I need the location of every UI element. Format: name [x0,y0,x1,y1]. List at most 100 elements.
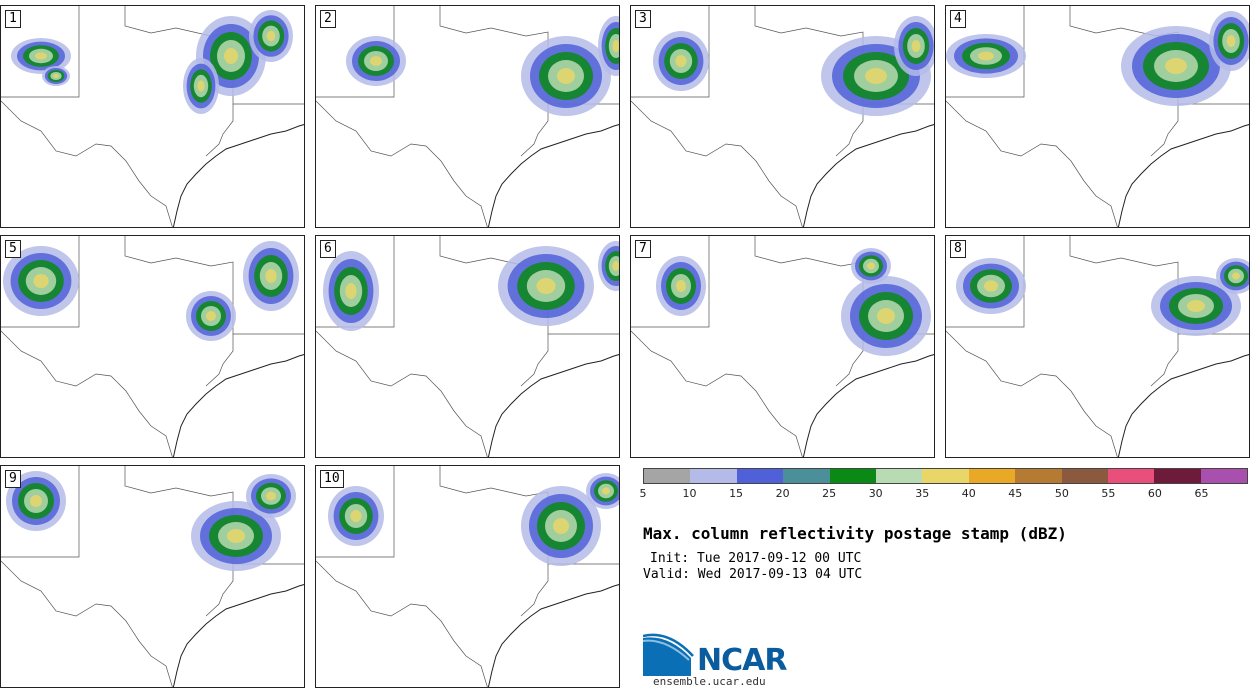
colorbar-tick-label: 15 [729,487,744,500]
state-border [205,564,234,617]
state-border [754,6,864,94]
reflectivity-echo [345,283,357,299]
reflectivity-echo [350,510,362,522]
panel-member-label: 6 [320,240,336,258]
coastline [172,584,304,687]
state-border [316,560,488,687]
stamp-panel-10: 10 [315,465,620,688]
colorbar-segment [1107,469,1155,483]
reflectivity-echo [612,261,619,271]
reflectivity-echo [675,55,687,67]
panel-map [1,236,304,457]
reflectivity-echo [206,311,216,321]
state-border [631,100,803,227]
stamp-panel-7: 7 [630,235,935,458]
panel-map [316,236,619,457]
reflectivity-echo [33,274,49,288]
colorbar-tick-label: 25 [822,487,837,500]
reflectivity-echo [266,30,276,42]
panel-map [631,236,934,457]
panel-map [1,6,304,227]
reflectivity-echo [557,68,575,84]
state-border [1069,236,1179,324]
reflectivity-echo [865,68,887,84]
state-border [124,466,234,554]
state-border [232,94,304,105]
panel-member-label: 5 [5,240,21,258]
stamp-panel-3: 3 [630,5,935,228]
reflectivity-colorbar [643,468,1248,484]
coastline [802,354,934,457]
colorbar-tick-label: 55 [1101,487,1116,500]
reflectivity-echo [1232,272,1240,280]
coastline [1117,124,1249,227]
coastline [172,124,304,227]
valid-time: Valid: Wed 2017-09-13 04 UTC [643,567,863,582]
colorbar-tick-label: 50 [1054,487,1069,500]
logo-text: NCAR [697,643,787,678]
stamp-panel-1: 1 [0,5,305,228]
state-border [316,100,488,227]
reflectivity-echo [612,40,619,52]
reflectivity-echo [30,495,42,507]
panel-member-label: 10 [320,470,344,488]
reflectivity-echo [553,518,569,534]
state-border [631,6,710,98]
colorbar-segment [736,469,784,483]
panel-map [946,6,1249,227]
colorbar-segment [644,469,691,483]
stamp-panel-6: 6 [315,235,620,458]
colorbar-tick-label: 60 [1147,487,1162,500]
reflectivity-echo [370,56,382,66]
state-border [946,330,1118,457]
state-border [1,466,80,558]
state-border [1150,104,1179,157]
colorbar-tick-label: 65 [1194,487,1209,500]
reflectivity-echo [984,280,998,292]
reflectivity-echo [867,262,875,270]
colorbar-segment [968,469,1016,483]
panel-member-label: 3 [635,10,651,28]
state-border [205,334,234,387]
panel-member-label: 2 [320,10,336,28]
state-border [439,6,549,94]
reflectivity-echo [676,280,686,292]
panel-member-label: 9 [5,470,21,488]
reflectivity-echo [53,74,59,78]
colorbar-tick-label: 45 [1008,487,1023,500]
coastline [172,354,304,457]
stamp-panel-8: 8 [945,235,1250,458]
state-border [946,6,1025,98]
state-border [835,104,864,157]
state-border [316,6,395,98]
coastline [802,124,934,227]
state-border [946,100,1118,227]
colorbar-segment [875,469,923,483]
colorbar-tick-label: 40 [961,487,976,500]
coastline [1117,354,1249,457]
state-border [547,324,619,335]
reflectivity-echo [227,529,245,543]
coastline [487,584,619,687]
state-border [520,334,549,387]
reflectivity-echo [266,491,276,501]
state-border [946,236,1025,328]
reflectivity-echo [877,308,895,324]
figure-title: Max. column reflectivity postage stamp (… [643,524,1067,543]
panel-member-label: 7 [635,240,651,258]
stamp-panel-2: 2 [315,5,620,228]
colorbar-segment [1200,469,1248,483]
reflectivity-echo [265,269,277,283]
ncar-logo-icon [643,633,694,676]
colorbar-segment [690,469,737,483]
state-border [1,236,80,328]
panel-member-label: 4 [950,10,966,28]
panel-member-label: 8 [950,240,966,258]
coastline [487,124,619,227]
reflectivity-echo [224,48,238,64]
reflectivity-echo [602,487,610,495]
state-border [1,330,173,457]
colorbar-segment [1061,469,1108,483]
panel-map [316,466,619,687]
colorbar-segment [829,469,876,483]
